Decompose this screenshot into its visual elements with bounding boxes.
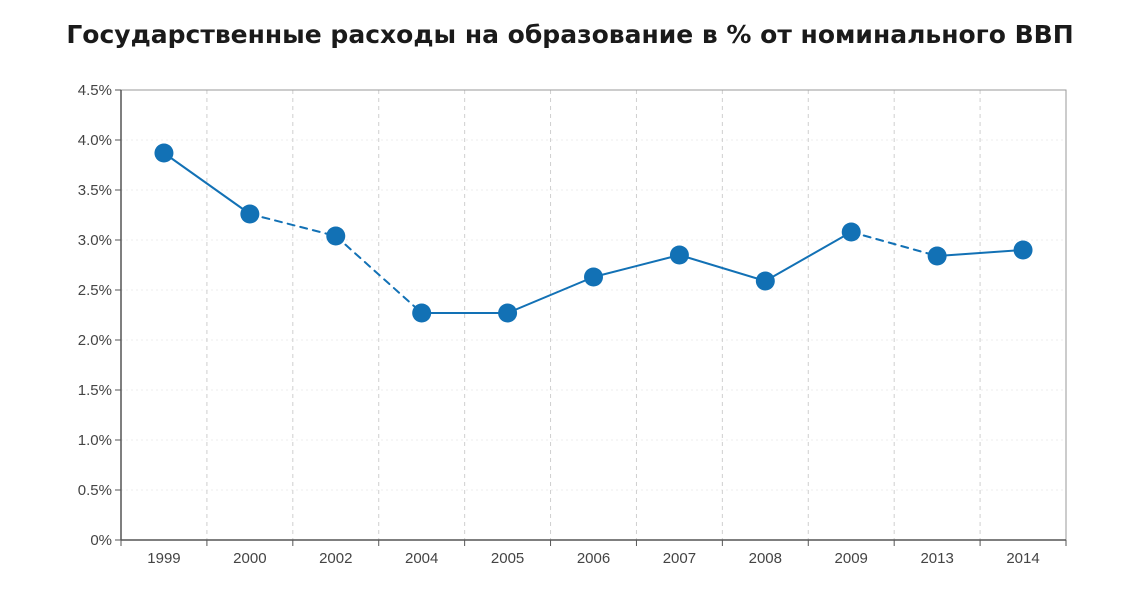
x-tick-label: 2008 (749, 550, 782, 567)
x-axis-ticks: 1999 2000 2002 2004 2005 2006 2007 2008 2009 2013… (120, 540, 1067, 567)
grid-lines (121, 90, 1066, 540)
y-tick-label: 4.5% (78, 82, 112, 99)
y-tick-label: 0% (90, 532, 112, 549)
x-tick-label: 1999 (147, 550, 180, 567)
data-point (412, 303, 432, 323)
series-line (162, 152, 1025, 314)
x-tick-label: 2007 (663, 550, 696, 567)
y-tick-label: 1.0% (78, 432, 112, 449)
series-points (154, 143, 1033, 323)
x-tick-label: 2006 (577, 550, 610, 567)
data-point (584, 267, 603, 287)
data-point (1013, 240, 1033, 260)
y-tick-label: 0.5% (78, 482, 112, 499)
axes (120, 89, 1067, 541)
data-point (841, 222, 861, 242)
line-segment-dashed (248, 213, 337, 237)
y-tick-label: 3.0% (78, 232, 112, 249)
y-tick-label: 2.5% (78, 282, 112, 299)
data-point (240, 204, 260, 224)
line-segment (764, 231, 853, 282)
x-tick-label: 2000 (233, 550, 266, 567)
line-segment-dashed (850, 231, 939, 257)
x-tick-label: 2009 (835, 550, 868, 567)
line-segment-dashed (334, 235, 423, 314)
y-axis-ticks: 0% 0.5% 1.0% 1.5% 2.0% 2.5% 3.0% 3.5% 4.0% 4.5% (78, 82, 121, 549)
y-tick-label: 2.0% (78, 332, 112, 349)
line-segment (678, 254, 767, 282)
data-point (755, 271, 775, 291)
data-point (326, 226, 346, 246)
x-tick-label: 2013 (920, 550, 953, 567)
x-tick-label: 2014 (1006, 550, 1039, 567)
data-point (927, 246, 947, 266)
y-tick-label: 1.5% (78, 382, 112, 399)
y-tick-label: 3.5% (78, 182, 112, 199)
y-tick-label: 4.0% (78, 132, 112, 149)
line-segment (936, 249, 1025, 257)
chart-title: Государственные расходы на образование в… (66, 20, 1074, 49)
x-tick-label: 2004 (405, 550, 438, 567)
data-point (154, 143, 174, 163)
line-segment (592, 254, 681, 278)
x-tick-label: 2002 (319, 550, 352, 567)
x-tick-label: 2005 (491, 550, 524, 567)
data-point (498, 303, 518, 323)
data-point (669, 245, 689, 265)
plot-frame (120, 89, 1067, 541)
line-segment (506, 276, 595, 314)
line-segment (162, 152, 251, 215)
